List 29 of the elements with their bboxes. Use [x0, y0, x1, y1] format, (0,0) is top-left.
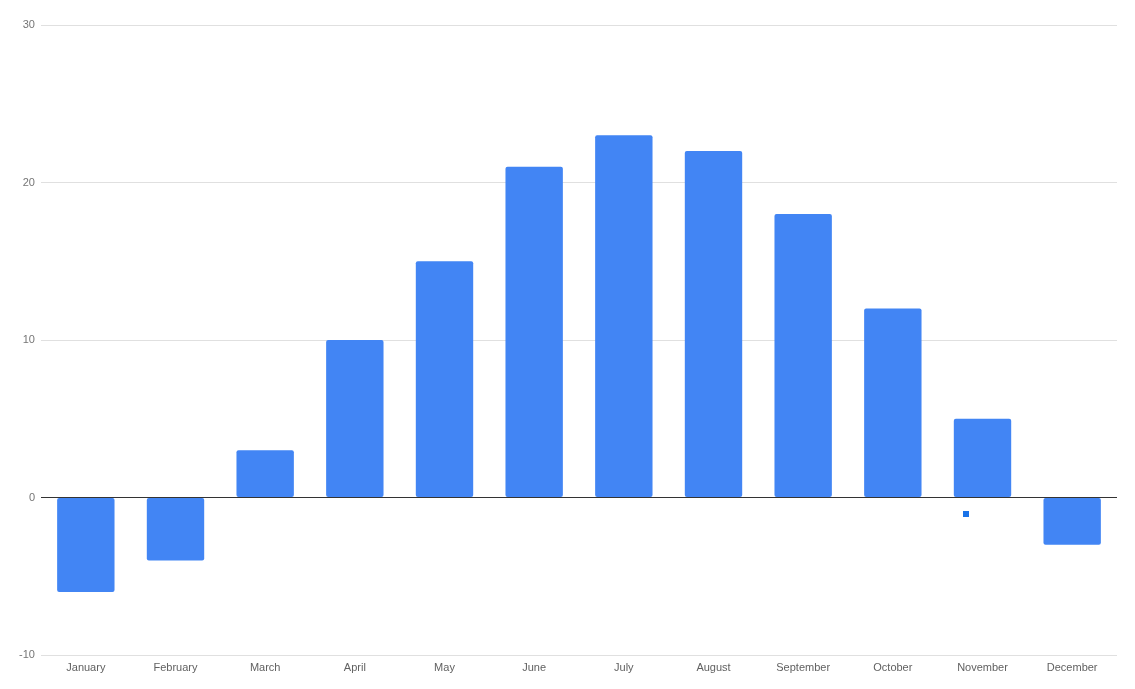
- x-tick-label: November: [957, 660, 1009, 673]
- x-tick-label: March: [249, 660, 281, 673]
- x-tick-label: June: [522, 660, 547, 673]
- bar: [595, 135, 653, 497]
- x-tick-label: September: [776, 660, 831, 673]
- bar: [953, 418, 1012, 497]
- x-tick-label: February: [153, 660, 198, 673]
- y-tick-label: 10: [22, 333, 35, 346]
- bar: [684, 151, 743, 497]
- y-tick-label: -10: [19, 648, 35, 661]
- x-tick-label: May: [434, 660, 456, 673]
- bar: [236, 450, 294, 497]
- x-tick-label: July: [614, 660, 635, 673]
- x-tick-label: January: [66, 660, 106, 673]
- x-tick-label: April: [343, 660, 366, 673]
- bar: [505, 166, 563, 497]
- bar: [146, 498, 205, 561]
- bar: [57, 498, 115, 592]
- bar: [326, 340, 384, 497]
- y-tick-label: 30: [22, 18, 35, 31]
- y-tick-label: 0: [28, 490, 35, 503]
- x-tick-label: December: [1046, 660, 1098, 673]
- bar: [1043, 498, 1101, 545]
- y-tick-label: 20: [22, 175, 35, 188]
- x-tick-label: October: [873, 660, 913, 673]
- x-tick-label: August: [696, 660, 731, 673]
- bar: [864, 308, 922, 497]
- bar: [415, 261, 474, 497]
- bar: [774, 214, 832, 497]
